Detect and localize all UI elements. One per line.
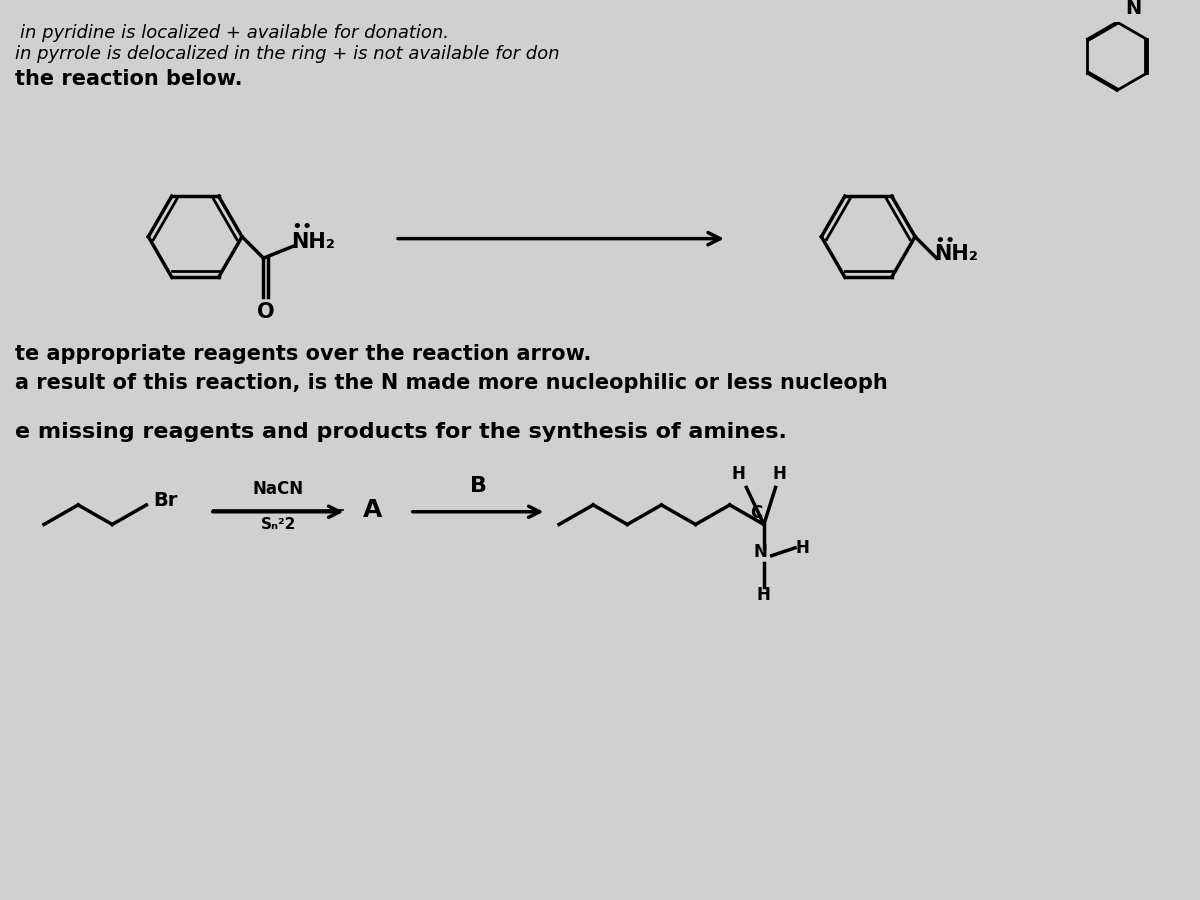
Text: H: H	[796, 539, 810, 557]
Text: H: H	[757, 586, 770, 604]
Text: NaCN: NaCN	[252, 480, 304, 498]
Text: e missing reagents and products for the synthesis of amines.: e missing reagents and products for the …	[14, 422, 786, 442]
Text: N: N	[1124, 0, 1141, 18]
Text: H: H	[732, 465, 745, 483]
Text: B: B	[469, 476, 486, 496]
Text: A: A	[362, 498, 383, 522]
Text: a result of this reaction, is the N made more nucleophilic or less nucleoph: a result of this reaction, is the N made…	[14, 374, 888, 393]
Text: in pyrrole is delocalized in the ring + is not available for don: in pyrrole is delocalized in the ring + …	[14, 46, 559, 64]
Text: the reaction below.: the reaction below.	[14, 69, 242, 89]
Text: O: O	[257, 302, 275, 322]
Text: NH₂: NH₂	[290, 231, 335, 252]
Text: te appropriate reagents over the reaction arrow.: te appropriate reagents over the reactio…	[14, 344, 592, 364]
Text: Br: Br	[154, 491, 178, 509]
Text: N: N	[754, 543, 767, 561]
Text: NH₂: NH₂	[935, 244, 978, 265]
Text: Sₙ²2: Sₙ²2	[260, 517, 295, 532]
Text: ••: ••	[935, 231, 956, 249]
Text: H: H	[773, 465, 786, 483]
Text: in pyridine is localized + available for donation.: in pyridine is localized + available for…	[19, 24, 449, 42]
Text: ••: ••	[290, 218, 312, 236]
Text: C: C	[750, 505, 762, 523]
